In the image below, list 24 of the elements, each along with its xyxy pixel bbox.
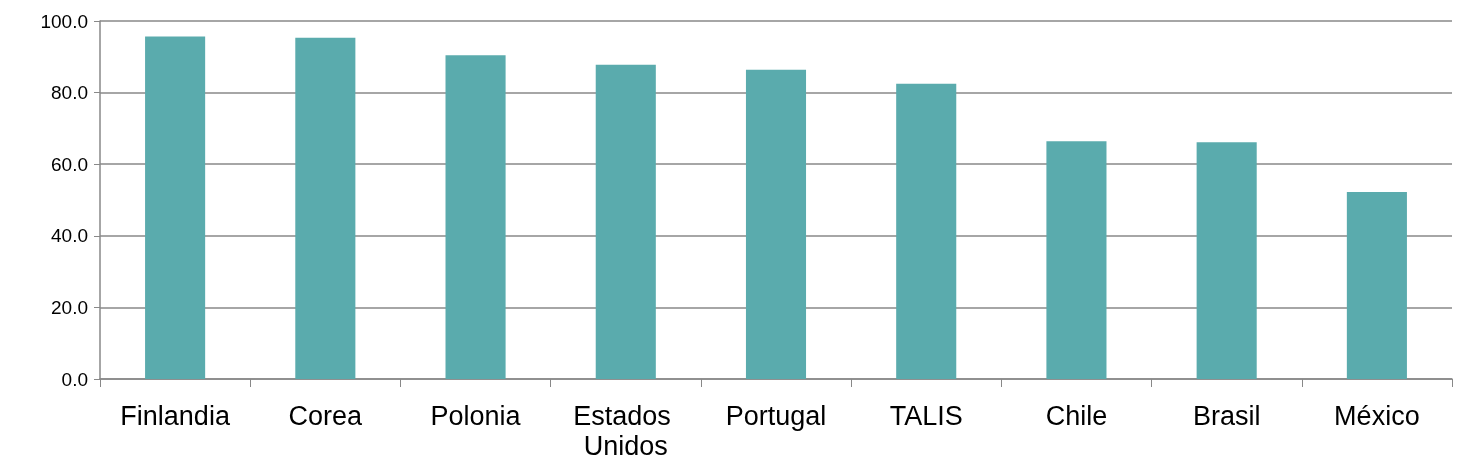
y-tick-label: 60.0 xyxy=(51,153,88,175)
x-tick-label: Chile xyxy=(1045,401,1108,431)
x-tick-label: Portugal xyxy=(725,401,827,431)
bar xyxy=(1346,192,1407,379)
bar xyxy=(1046,141,1107,379)
y-tick-label: 20.0 xyxy=(51,296,88,318)
bar xyxy=(145,36,206,379)
y-tick-label: 40.0 xyxy=(51,225,88,247)
x-tick-label: Brasil xyxy=(1192,401,1261,431)
y-tick-label: 0.0 xyxy=(61,368,88,390)
y-tick-label: 80.0 xyxy=(51,82,88,104)
bar xyxy=(595,64,656,379)
bar xyxy=(295,37,356,379)
bar xyxy=(745,69,807,379)
x-tick-label: Estados Unidos xyxy=(573,401,679,461)
x-tick-label: Corea xyxy=(288,401,364,431)
x-tick-label: México xyxy=(1334,401,1420,431)
x-tick-label: TALIS xyxy=(889,401,963,431)
x-tick-label: Finlandia xyxy=(120,401,231,431)
bar xyxy=(896,83,957,379)
x-tick-label: Polonia xyxy=(430,401,522,431)
bar xyxy=(1196,142,1257,379)
y-tick-label: 100.0 xyxy=(40,10,88,32)
bar xyxy=(445,55,506,379)
